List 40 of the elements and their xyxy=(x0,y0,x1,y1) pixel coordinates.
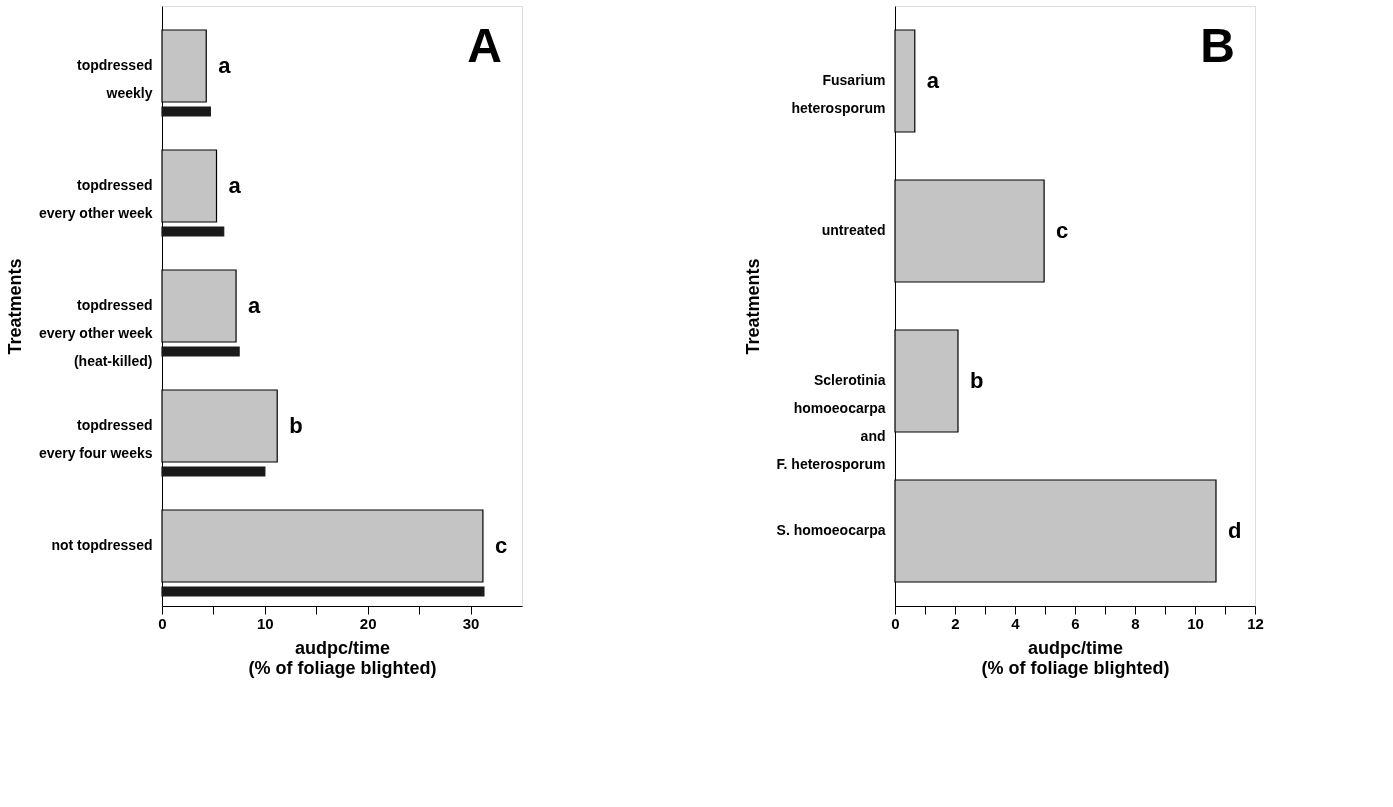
x-tick-label: 4 xyxy=(1011,614,1021,632)
y-tick-label: not topdressed xyxy=(51,537,153,553)
y-tick-label: topdressed every four weeks xyxy=(38,417,153,461)
y-tick-label: topdressed weekly xyxy=(77,57,153,101)
y-axis-title: Treatments xyxy=(742,258,763,355)
x-tick-label: 12 xyxy=(1247,614,1264,632)
y-tick-label: S. homoeocarpa xyxy=(776,522,886,538)
bar xyxy=(161,226,225,237)
x-tick-label: 10 xyxy=(1187,614,1204,632)
data-label: c xyxy=(494,533,508,558)
x-tick-label: 0 xyxy=(158,614,167,632)
data-label: d xyxy=(1228,518,1242,543)
data-label: a xyxy=(248,293,262,318)
data-label: b xyxy=(289,413,303,438)
bar xyxy=(161,346,240,357)
data-label: a xyxy=(218,53,232,78)
x-tick-label: 20 xyxy=(359,614,377,632)
bar xyxy=(161,106,211,117)
x-tick-label: 2 xyxy=(951,614,960,632)
data-label: b xyxy=(970,368,984,393)
y-tick-label: Sclerotinia homoeocarpa and F. heterosporum xyxy=(776,372,886,472)
bar xyxy=(161,586,485,597)
data-label: c xyxy=(1056,218,1069,243)
x-tick-label: 0 xyxy=(891,614,900,632)
bar xyxy=(161,466,266,477)
annotation: A xyxy=(467,19,502,72)
y-tick-label: topdressed every other week xyxy=(38,177,153,221)
x-axis-title: audpc/time (% of foliage blighted) xyxy=(981,637,1170,678)
y-axis-title: Treatments xyxy=(4,258,25,355)
x-tick-label: 10 xyxy=(257,614,274,632)
x-tick-label: 30 xyxy=(462,614,480,632)
y-tick-label: Fusarium heterosporum xyxy=(791,72,886,116)
y-tick-label: untreated xyxy=(821,222,886,238)
data-label: a xyxy=(926,68,940,93)
x-tick-label: 8 xyxy=(1131,614,1140,632)
annotation: B xyxy=(1200,19,1235,72)
x-axis-title: audpc/time (% of foliage blighted) xyxy=(248,637,437,678)
data-label: a xyxy=(228,173,242,198)
x-tick-label: 6 xyxy=(1071,614,1080,632)
y-tick-label: topdressed every other week (heat-killed) xyxy=(38,297,153,369)
